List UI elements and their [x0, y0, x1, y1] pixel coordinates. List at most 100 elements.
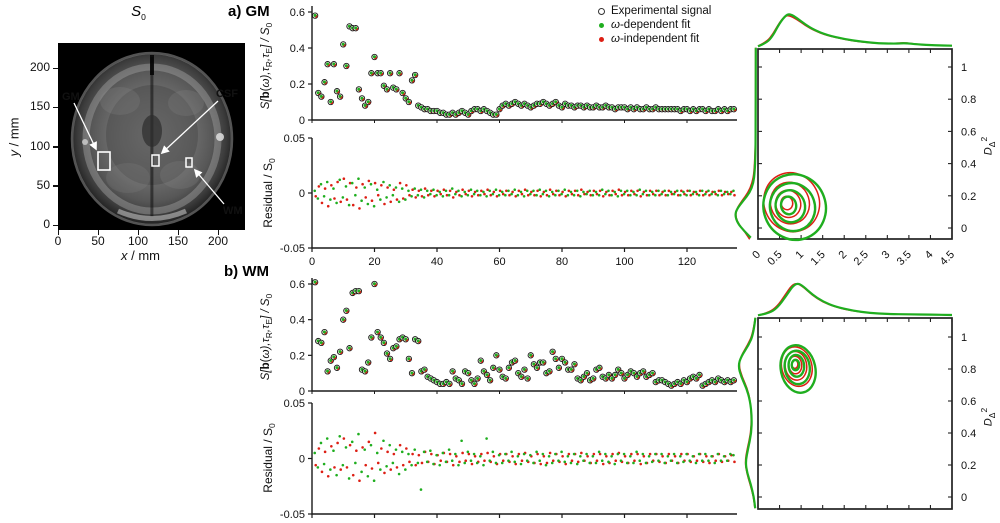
- roi-box-wm: [185, 157, 193, 168]
- dependent-fit-point: [316, 91, 320, 95]
- residual-green-point: [510, 192, 513, 196]
- dependent-fit-point: [713, 380, 717, 384]
- residual-green-point: [594, 461, 598, 465]
- residual-green-point: [685, 452, 688, 456]
- residual-green-point: [660, 452, 663, 456]
- dependent-fit-point: [488, 378, 492, 382]
- x-tick-label: 100: [615, 256, 633, 268]
- y-tick-label: 1: [961, 62, 967, 74]
- residual-green-point: [647, 454, 651, 458]
- residual-green-point: [488, 189, 492, 193]
- dependent-fit-point: [482, 369, 486, 373]
- residual-red-point: [364, 196, 368, 199]
- residual-red-point: [651, 192, 655, 196]
- residual-green-point: [729, 192, 732, 196]
- residual-green-point: [650, 190, 654, 194]
- residual-red-point: [483, 459, 486, 463]
- dependent-fit-point: [532, 362, 536, 366]
- dependent-fit-point: [329, 358, 333, 362]
- residual-red-point: [626, 193, 630, 197]
- residual-green-point: [669, 459, 673, 463]
- residual-green-point: [407, 452, 410, 456]
- residual-red-point: [661, 454, 664, 458]
- residual-red-point: [383, 202, 386, 206]
- residual-red-point: [314, 463, 318, 467]
- residual-red-point: [383, 471, 386, 475]
- y-tick-label: 0: [961, 492, 967, 504]
- residual-green-point: [444, 189, 448, 193]
- dependent-fit-point: [497, 107, 501, 111]
- residual-red-point: [380, 184, 383, 187]
- x-tick-label: 80: [556, 256, 568, 268]
- residual-green-point: [722, 454, 726, 458]
- tick-mark: [137, 230, 139, 235]
- mri-yaxis-label: y / mm: [7, 118, 22, 157]
- dependent-fit-point: [563, 360, 567, 364]
- y-tick-label: 0: [299, 188, 305, 200]
- residual-red-point: [642, 454, 646, 458]
- residual-green-point: [357, 177, 360, 180]
- residual-red-point: [486, 188, 489, 191]
- residual-red-point: [467, 189, 471, 193]
- residual-red-point: [395, 198, 399, 201]
- residual-green-point: [544, 189, 548, 193]
- residual-green-point: [666, 454, 670, 458]
- residual-red-point: [514, 195, 518, 198]
- residual-green-point: [522, 195, 526, 198]
- residual-green-point: [407, 189, 410, 193]
- dependent-fit-point: [494, 112, 498, 116]
- residual-red-point: [542, 454, 546, 458]
- tick-mark: [217, 230, 219, 235]
- residual-green-point: [397, 200, 401, 204]
- residual-red-point: [345, 466, 349, 469]
- residual-green-point: [600, 188, 604, 191]
- residual-red-point: [692, 190, 696, 194]
- residual-red-point: [395, 466, 399, 469]
- dependent-fit-point: [422, 367, 426, 371]
- dependent-fit-point: [469, 378, 473, 382]
- residual-red-point: [367, 179, 371, 183]
- residual-red-point: [539, 462, 543, 466]
- residual-green-point: [569, 190, 573, 194]
- residual-red-point: [398, 181, 402, 185]
- residual-green-point: [369, 182, 373, 186]
- residual-red-point: [695, 459, 699, 463]
- mri-x-tick-label: 50: [91, 234, 105, 248]
- residual-red-point: [689, 193, 693, 197]
- roi-label-gm: GM: [62, 91, 80, 103]
- residual-green-point: [538, 188, 542, 191]
- residual-red-point: [470, 195, 474, 198]
- residual-green-point: [541, 192, 545, 196]
- x-tick-label: 1: [793, 249, 806, 262]
- residual-red-point: [336, 441, 339, 445]
- mri-xaxis-unit: / mm: [127, 248, 160, 263]
- residual-green-point: [725, 459, 729, 463]
- residual-red-point: [633, 192, 636, 196]
- residual-red-point: [386, 186, 389, 189]
- residual-green-point: [732, 453, 735, 457]
- x-tick-label: 40: [431, 256, 443, 268]
- residual-red-point: [423, 187, 427, 190]
- residual-green-point: [450, 459, 454, 463]
- residual-green-point: [338, 178, 342, 182]
- residual-green-point: [435, 453, 438, 457]
- residual-red-point: [545, 193, 549, 197]
- contour-green-level: [783, 349, 812, 386]
- dependent-fit-point: [366, 100, 370, 104]
- residual-green-point: [638, 459, 642, 463]
- residual-green-point: [688, 459, 692, 463]
- residual-green-point: [610, 193, 613, 197]
- residual-green-point: [391, 193, 395, 197]
- residual-green-point: [585, 452, 588, 456]
- residual-green-point: [397, 472, 401, 476]
- dependent-fit-point: [491, 366, 495, 370]
- panel-a-title: a) GM: [228, 3, 270, 20]
- residual-red-point: [470, 462, 474, 466]
- residual-green-point: [519, 462, 523, 466]
- dependent-fit-point: [363, 103, 367, 107]
- residual-red-point: [648, 452, 652, 456]
- dependent-fit-point: [382, 84, 386, 88]
- dependent-fit-point: [372, 282, 376, 286]
- dependent-fit-point: [354, 26, 358, 30]
- residual-green-point: [360, 470, 363, 474]
